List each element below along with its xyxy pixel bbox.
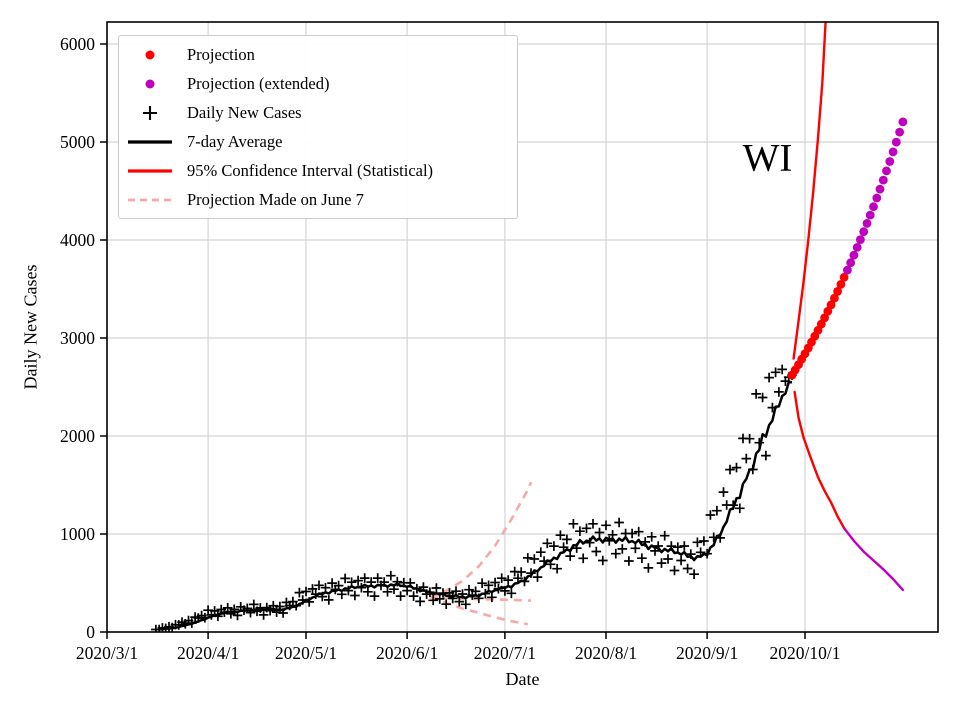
ci-upper-line xyxy=(792,22,827,360)
avg-7day-line xyxy=(158,380,793,631)
projection-extended-dot xyxy=(882,166,891,176)
y-tick-label: 2000 xyxy=(60,426,95,446)
y-tick-label: 6000 xyxy=(60,34,95,54)
y-tick-label: 5000 xyxy=(60,132,95,152)
legend-label: Daily New Cases xyxy=(187,102,302,122)
legend-label: Projection (extended) xyxy=(187,73,330,93)
june7-projection-line xyxy=(429,595,532,602)
legend-item: Daily New Cases xyxy=(125,98,509,127)
legend-label: 7-day Average xyxy=(187,131,283,151)
legend-item: 7-day Average xyxy=(125,127,509,156)
ci-lower-extended-line xyxy=(842,526,905,592)
projection-extended-dot xyxy=(849,250,859,260)
x-tick-labels: 2020/3/1 2020/4/1 2020/5/1 2020/6/1 2020/7/1… xyxy=(76,643,841,663)
axis-ticks xyxy=(100,43,806,639)
legend-dashed-marker xyxy=(125,192,175,208)
projection-extended-dot xyxy=(862,219,872,228)
projection-extended-dot xyxy=(859,227,869,237)
legend-dot-marker xyxy=(125,47,175,63)
x-tick-label: 2020/10/1 xyxy=(770,643,841,663)
projection-extended-dot xyxy=(846,258,856,268)
legend-item: Projection (extended) xyxy=(125,69,509,98)
daily-cases-scatter xyxy=(151,364,797,632)
y-tick-label: 3000 xyxy=(60,328,95,348)
projection-extended-dot xyxy=(898,117,908,127)
x-tick-label: 2020/7/1 xyxy=(474,643,536,663)
legend-plus-marker xyxy=(125,105,175,121)
x-axis-label: Date xyxy=(505,669,540,689)
state-annotation: WI xyxy=(742,136,793,180)
legend-item: Projection Made on June 7 xyxy=(125,185,509,214)
legend-item: 95% Confidence Interval (Statistical) xyxy=(125,156,509,185)
projection-extended-dot xyxy=(878,175,888,185)
projection-extended-dot xyxy=(872,193,882,203)
x-tick-label: 2020/5/1 xyxy=(275,643,337,663)
legend-line-marker xyxy=(125,134,175,150)
projection-extended-dot xyxy=(865,210,875,220)
y-tick-label: 1000 xyxy=(60,524,95,544)
x-tick-label: 2020/9/1 xyxy=(676,643,738,663)
june7-projection-line xyxy=(429,481,533,599)
projection-extended-dot xyxy=(852,243,862,252)
x-tick-label: 2020/6/1 xyxy=(376,643,438,663)
projection-extended-dot xyxy=(885,157,895,166)
y-tick-label: 4000 xyxy=(60,230,95,250)
projection-dot xyxy=(820,313,829,323)
x-tick-label: 2020/8/1 xyxy=(575,643,637,663)
legend: Projection Projection (extended) Daily New… xyxy=(118,35,518,219)
x-tick-label: 2020/3/1 xyxy=(76,643,138,663)
legend-label: 95% Confidence Interval (Statistical) xyxy=(187,160,434,180)
projection-extended-dot xyxy=(895,127,904,137)
projection-dot xyxy=(839,272,849,282)
projection-extended-dot xyxy=(856,235,865,245)
projection-extended-dot xyxy=(875,184,885,194)
projection-dot xyxy=(826,300,836,310)
legend-item: Projection xyxy=(125,40,509,69)
legend-dot-marker xyxy=(125,76,175,92)
projection-dot xyxy=(830,293,839,303)
legend-line-marker xyxy=(125,163,175,179)
projection-dot xyxy=(836,280,846,289)
projection-extended-dot xyxy=(869,202,878,212)
ci-lower-line xyxy=(793,390,846,530)
projection-extended-dot xyxy=(888,147,898,157)
plot-series xyxy=(151,22,908,632)
y-tick-label: 0 xyxy=(86,622,95,642)
projection-extended-dot xyxy=(891,137,901,147)
y-tick-labels: 0 1000 2000 3000 4000 5000 6000 xyxy=(60,34,95,642)
y-axis-label: Daily New Cases xyxy=(20,264,41,390)
projection-dot xyxy=(833,287,842,296)
plot-border xyxy=(106,21,939,633)
legend-label: Projection xyxy=(187,44,255,64)
x-tick-label: 2020/4/1 xyxy=(177,643,239,663)
projection-extended-dot xyxy=(843,265,852,275)
legend-label: Projection Made on June 7 xyxy=(187,189,364,209)
